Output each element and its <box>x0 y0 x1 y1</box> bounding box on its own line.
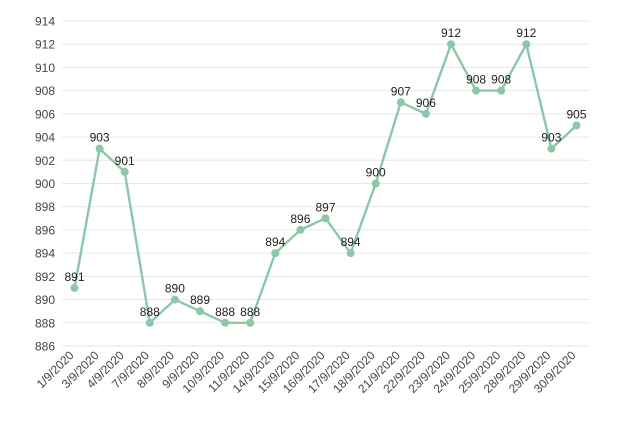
data-point <box>321 214 330 223</box>
data-points <box>70 40 581 327</box>
data-point <box>120 167 129 176</box>
data-label: 908 <box>491 73 511 87</box>
data-point <box>396 98 405 107</box>
y-tick-label: 908 <box>35 84 55 98</box>
data-label: 896 <box>290 212 310 226</box>
gridlines <box>62 20 590 347</box>
y-tick-label: 900 <box>35 177 55 191</box>
data-label: 894 <box>265 235 285 249</box>
y-tick-label: 904 <box>35 131 55 145</box>
data-label: 901 <box>115 154 135 168</box>
data-point <box>95 144 104 153</box>
y-tick-label: 902 <box>35 154 55 168</box>
data-point <box>196 307 204 316</box>
data-point <box>447 40 455 49</box>
data-point <box>522 40 531 49</box>
data-label: 888 <box>215 305 235 319</box>
data-label: 912 <box>441 26 461 40</box>
data-label: 903 <box>90 131 110 145</box>
data-point <box>145 318 154 327</box>
data-point <box>421 109 430 118</box>
data-point <box>497 86 506 95</box>
data-point <box>472 86 481 95</box>
data-label: 900 <box>366 166 386 180</box>
data-label: 906 <box>416 96 436 110</box>
data-label: 891 <box>64 270 84 284</box>
y-tick-label: 912 <box>35 38 55 52</box>
y-tick-label: 914 <box>35 15 55 29</box>
y-axis-tick-labels: 886 888 890 892 894 896 898 900 902 904 906 908 910 9… <box>35 15 55 354</box>
data-point <box>346 249 355 258</box>
data-label: 905 <box>566 107 586 121</box>
y-tick-label: 896 <box>35 223 55 237</box>
data-point <box>246 318 255 327</box>
data-label: 888 <box>240 305 260 319</box>
data-label: 907 <box>391 84 411 98</box>
data-point <box>296 225 305 234</box>
data-point <box>572 121 581 130</box>
data-point <box>271 249 280 258</box>
data-point <box>221 318 230 327</box>
data-point <box>70 283 79 292</box>
y-tick-label: 894 <box>35 247 55 261</box>
y-tick-label: 890 <box>35 293 55 307</box>
data-label: 894 <box>341 235 361 249</box>
data-label: 890 <box>165 282 185 296</box>
y-tick-label: 906 <box>35 107 55 121</box>
x-axis-tick-labels: 1/9/20203/9/20204/9/20207/9/20208/9/2020… <box>34 348 579 396</box>
y-tick-label: 910 <box>35 61 55 75</box>
data-point <box>371 179 380 188</box>
data-label: 897 <box>315 200 335 214</box>
data-label: 889 <box>190 293 210 307</box>
data-label: 903 <box>541 131 561 145</box>
data-labels: 891 903 901 888 890 889 888 888 894 896 897 894 900 9… <box>64 26 586 319</box>
data-point <box>547 144 556 153</box>
data-label: 908 <box>466 73 486 87</box>
y-tick-label: 892 <box>35 270 55 284</box>
data-point <box>170 295 179 304</box>
data-label: 888 <box>140 305 160 319</box>
y-tick-label: 888 <box>35 316 55 330</box>
y-tick-label: 886 <box>35 340 55 354</box>
y-tick-label: 898 <box>35 200 55 214</box>
data-label: 912 <box>516 26 536 40</box>
